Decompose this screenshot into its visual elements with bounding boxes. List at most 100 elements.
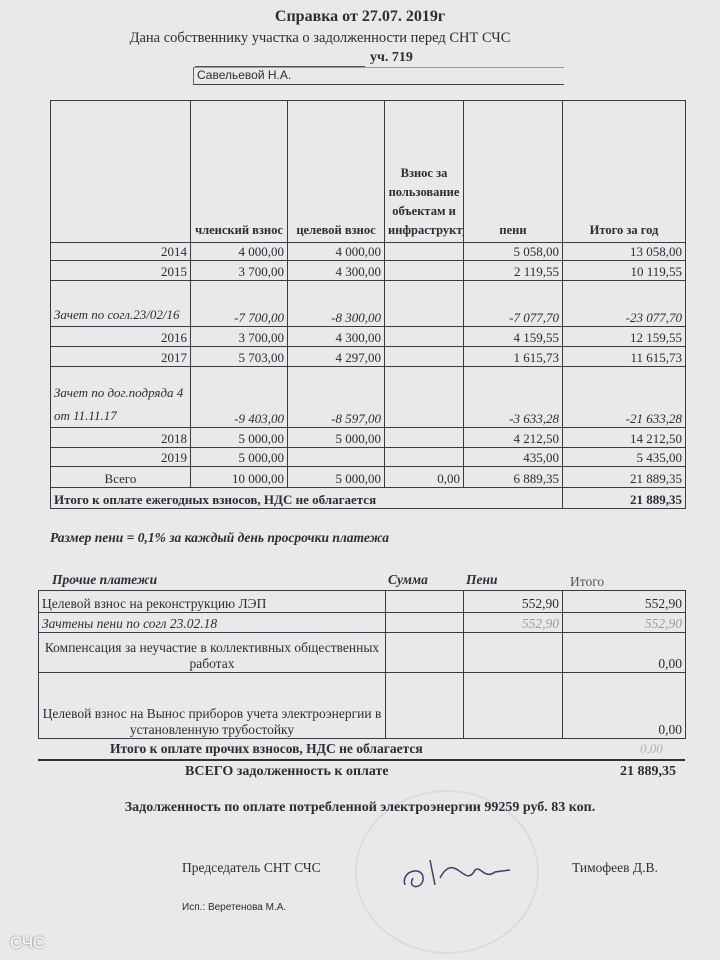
watermark: СЧС xyxy=(10,933,46,952)
cell-target: 5 000,00 xyxy=(287,427,385,448)
cell-total: 12 159,55 xyxy=(562,326,686,347)
cell-sum xyxy=(385,632,464,673)
other-summary-value: 0,00 xyxy=(640,741,663,756)
cell-penalty: 2 119,55 xyxy=(463,260,563,281)
cell-penalty: 6 889,35 xyxy=(463,466,563,488)
row-label: 2017 xyxy=(50,346,191,367)
table-row: Зачет по дог.подряда 4 от 11.11.17 -9 403… xyxy=(50,366,686,428)
table-row: 2019 5 000,00 435,00 5 435,00 xyxy=(50,447,686,467)
cell-penalty: 5 058,00 xyxy=(463,242,563,261)
cell-member: -9 403,00 xyxy=(190,366,288,428)
document-subtitle: Дана собственнику участка о задолженност… xyxy=(129,30,511,46)
cell-total: 552,90 xyxy=(562,590,686,613)
divider xyxy=(38,759,685,761)
cell-sum xyxy=(385,590,464,613)
summary-value: 21 889,35 xyxy=(562,487,686,509)
owner-field: Савельевой Н.А. xyxy=(193,67,564,85)
grand-total-label: ВСЕГО задолженность к оплате xyxy=(185,764,389,779)
other-title: Прочие платежи xyxy=(52,572,158,587)
col-total: Итого xyxy=(570,574,605,589)
plot-underline xyxy=(195,52,365,67)
cell-infra xyxy=(384,427,464,448)
cell-penalty: 1 615,73 xyxy=(463,346,563,367)
table-header: членский взнос целевой взнос Взнос за по… xyxy=(50,100,686,243)
signature xyxy=(403,859,511,888)
cell-sum xyxy=(385,672,464,739)
cell-member: -7 700,00 xyxy=(190,280,288,327)
col-header: Взнос за пользование объектам и инфрастр… xyxy=(384,100,464,243)
col-sum: Сумма xyxy=(388,572,428,587)
cell-member: 5 000,00 xyxy=(190,427,288,448)
cell-penalty xyxy=(463,632,563,673)
row-label: Зачет по согл.23/02/16 xyxy=(50,280,191,327)
cell-target: -8 597,00 xyxy=(287,366,385,428)
table-row: 2017 5 703,00 4 297,00 1 615,73 11 615,73 xyxy=(50,346,686,367)
cell-total: 0,00 xyxy=(562,672,686,739)
chairman-title: Председатель СНТ СЧС xyxy=(182,860,321,875)
stamp xyxy=(355,790,539,954)
table-row: 2015 3 700,00 4 300,00 2 119,55 10 119,55 xyxy=(50,260,686,281)
cell-sum xyxy=(385,612,464,633)
table-row: Целевой взнос на реконструкцию ЛЭП 552,90… xyxy=(38,590,686,613)
cell-target: 4 297,00 xyxy=(287,346,385,367)
row-label: Компенсация за неучастие в коллективных … xyxy=(38,632,386,673)
cell-penalty: -3 633,28 xyxy=(463,366,563,428)
cell-penalty xyxy=(463,672,563,739)
col-header: Итого за год xyxy=(562,100,686,243)
row-label: Зачет по дог.подряда 4 от 11.11.17 xyxy=(50,366,191,428)
row-label: 2014 xyxy=(50,242,191,261)
electricity-debt: Задолженность по оплате потребленной эле… xyxy=(124,800,596,815)
col-header xyxy=(50,100,191,243)
cell-infra: 0,00 xyxy=(384,466,464,488)
cell-total: 10 119,55 xyxy=(562,260,686,281)
executor: Исп.: Веретенова М.А. xyxy=(182,902,287,913)
cell-target: -8 300,00 xyxy=(287,280,385,327)
cell-infra xyxy=(384,346,464,367)
other-summary-label: Итого к оплате прочих взносов, НДС не об… xyxy=(110,741,423,756)
row-label: Всего xyxy=(50,466,191,488)
annual-fees-table: членский взнос целевой взнос Взнос за по… xyxy=(50,100,686,509)
row-label: 2016 xyxy=(50,326,191,347)
table-row: Зачет по согл.23/02/16 -7 700,00 -8 300,00… xyxy=(50,280,686,327)
cell-total: -23 077,70 xyxy=(562,280,686,327)
cell-infra xyxy=(384,326,464,347)
summary-label: Итого к оплате ежегодных взносов, НДС не… xyxy=(50,487,563,509)
table-row: Компенсация за неучастие в коллективных … xyxy=(38,632,686,673)
cell-total: 0,00 xyxy=(562,632,686,673)
cell-penalty: 4 212,50 xyxy=(463,427,563,448)
cell-member: 3 700,00 xyxy=(190,260,288,281)
cell-total: 552,90 xyxy=(562,612,686,633)
cell-target: 4 300,00 xyxy=(287,326,385,347)
cell-target: 5 000,00 xyxy=(287,466,385,488)
table-row: 2014 4 000,00 4 000,00 5 058,00 13 058,00 xyxy=(50,242,686,261)
grand-total-value: 21 889,35 xyxy=(620,764,676,779)
cell-total: 11 615,73 xyxy=(562,346,686,367)
col-header: пени xyxy=(463,100,563,243)
chairman-name: Тимофеев Д.В. xyxy=(572,860,658,875)
col-header: целевой взнос xyxy=(287,100,385,243)
row-label: 2019 xyxy=(50,447,191,467)
cell-total: 21 889,35 xyxy=(562,466,686,488)
cell-total: 13 058,00 xyxy=(562,242,686,261)
penalty-note: Размер пени = 0,1% за каждый день просро… xyxy=(50,530,389,545)
cell-total: -21 633,28 xyxy=(562,366,686,428)
row-label: 2018 xyxy=(50,427,191,448)
cell-member: 5 000,00 xyxy=(190,447,288,467)
cell-infra xyxy=(384,447,464,467)
cell-infra xyxy=(384,280,464,327)
table-row: Зачтены пени по согл 23.02.18 552,90 552,9… xyxy=(38,612,686,633)
cell-infra xyxy=(384,366,464,428)
row-label: Целевой взнос на Вынос приборов учета эл… xyxy=(38,672,386,739)
cell-target: 4 000,00 xyxy=(287,242,385,261)
plot-number: уч. 719 xyxy=(370,50,413,65)
cell-member: 10 000,00 xyxy=(190,466,288,488)
cell-infra xyxy=(384,260,464,281)
cell-total: 14 212,50 xyxy=(562,427,686,448)
other-payments-table: Целевой взнос на реконструкцию ЛЭП 552,90… xyxy=(38,590,686,739)
cell-infra xyxy=(384,242,464,261)
col-penalty: Пени xyxy=(466,572,498,587)
cell-penalty: 4 159,55 xyxy=(463,326,563,347)
annual-summary-row: Итого к оплате ежегодных взносов, НДС не… xyxy=(50,487,686,509)
cell-penalty: 552,90 xyxy=(463,612,563,633)
row-label: Зачтены пени по согл 23.02.18 xyxy=(38,612,386,633)
